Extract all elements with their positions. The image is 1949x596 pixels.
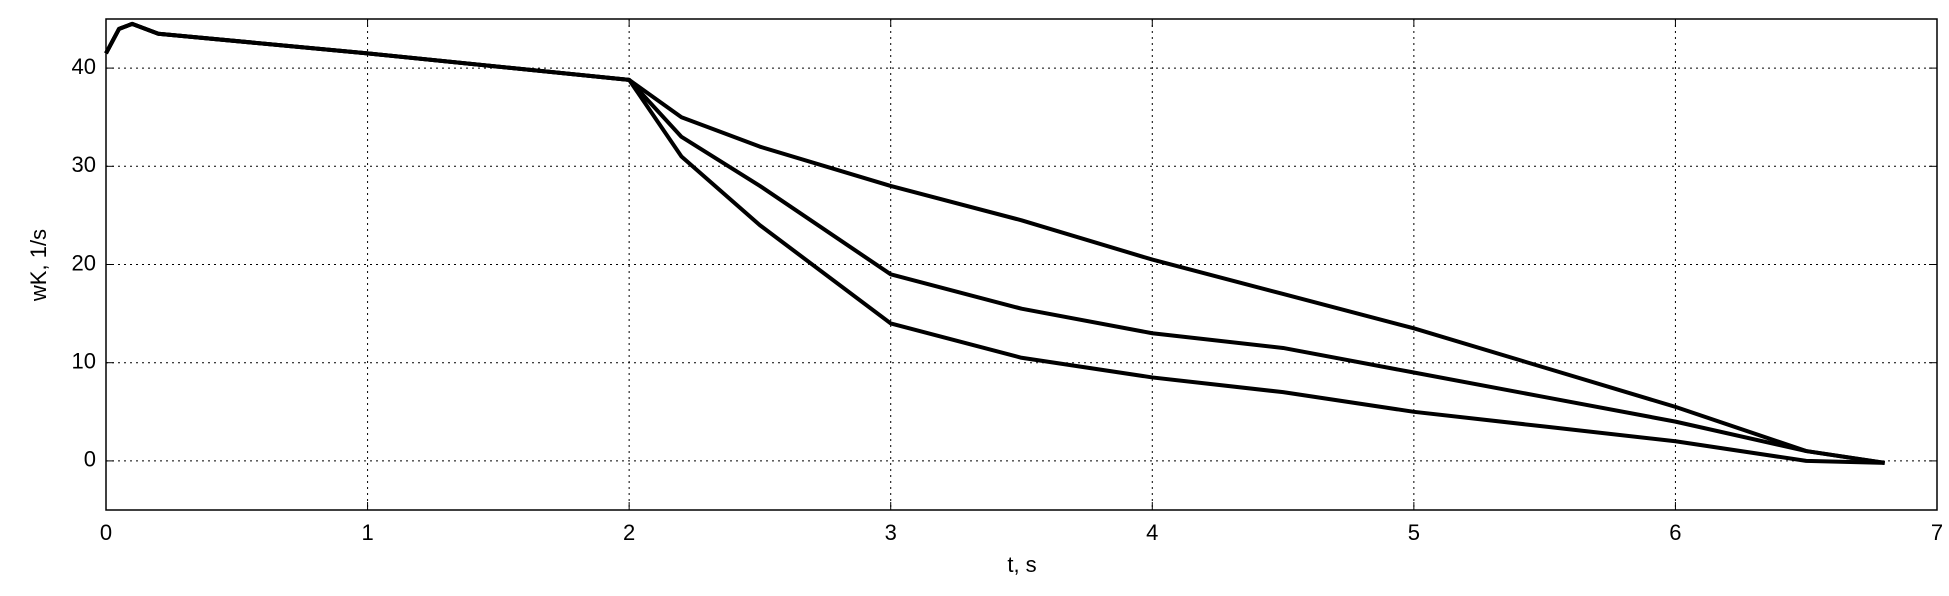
y-axis-label: wK, 1/s (26, 229, 51, 302)
x-axis-label: t, s (1007, 552, 1036, 577)
y-tick-label: 0 (84, 447, 96, 472)
x-tick-label: 6 (1669, 520, 1681, 545)
y-tick-label: 10 (72, 349, 96, 374)
x-tick-label: 5 (1408, 520, 1420, 545)
x-tick-label: 3 (885, 520, 897, 545)
x-tick-label: 1 (361, 520, 373, 545)
y-tick-label: 20 (72, 250, 96, 275)
x-tick-label: 0 (100, 520, 112, 545)
x-tick-label: 4 (1146, 520, 1158, 545)
y-tick-label: 30 (72, 152, 96, 177)
plot-frame (105, 18, 1938, 511)
data-line (104, 21, 1885, 465)
y-tick-label: 40 (72, 54, 96, 79)
x-tick-label: 7 (1931, 520, 1943, 545)
x-tick-label: 2 (623, 520, 635, 545)
